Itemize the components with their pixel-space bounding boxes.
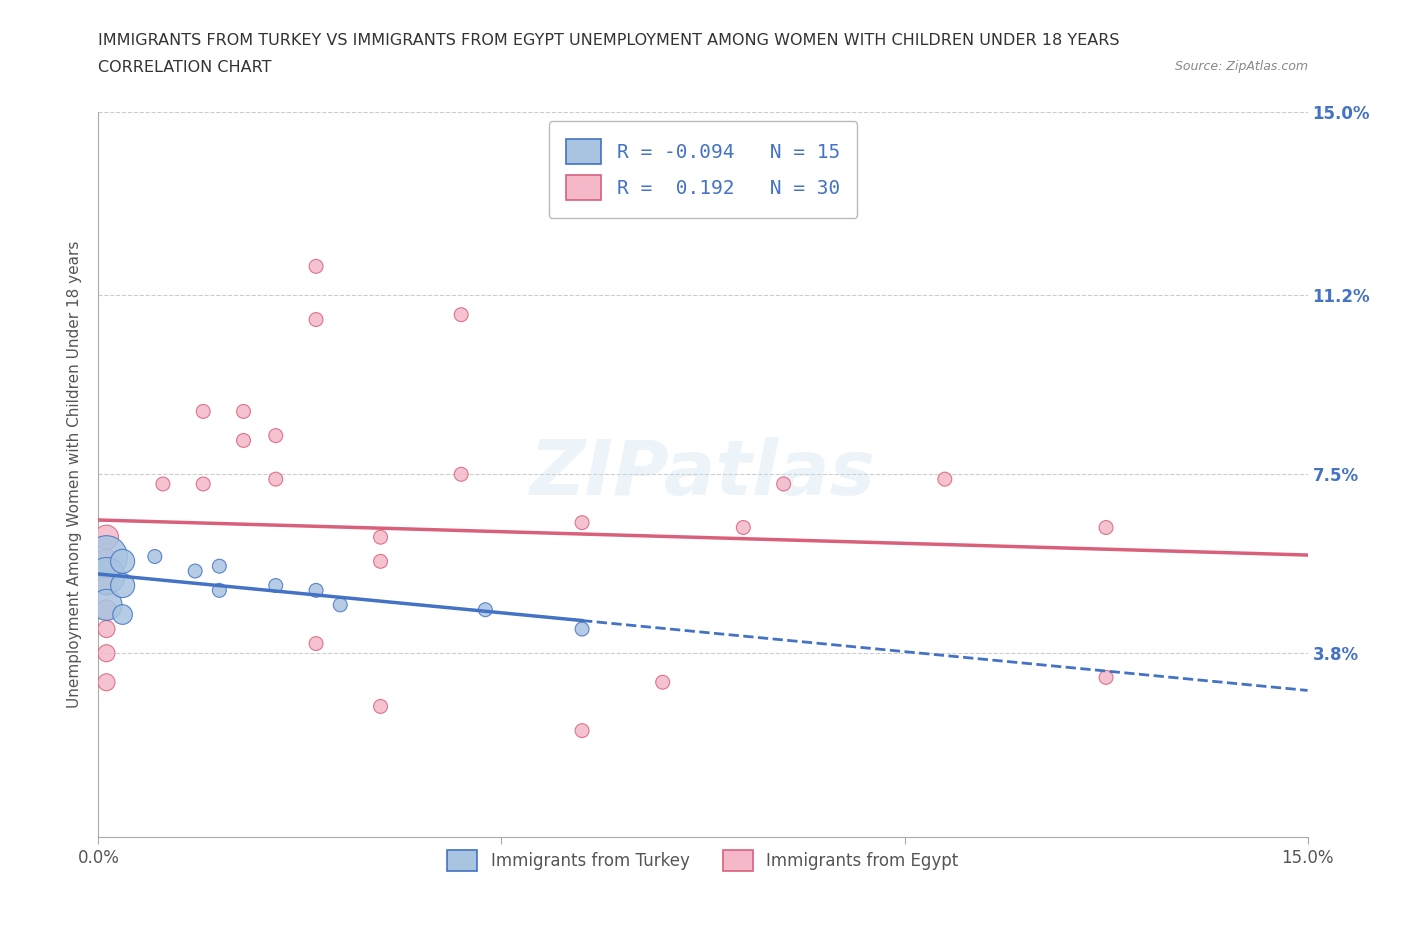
Text: ZIPatlas: ZIPatlas [530,437,876,512]
Point [96,578,118,593]
Point [651,675,673,690]
Point [370,699,392,714]
Point [96,568,118,583]
Legend: Immigrants from Turkey, Immigrants from Egypt: Immigrants from Turkey, Immigrants from … [439,842,967,880]
Point [96,597,118,612]
Point [264,578,287,593]
Point [208,583,231,598]
Point [474,603,496,618]
Text: Source: ZipAtlas.com: Source: ZipAtlas.com [1174,60,1308,73]
Point [733,520,755,535]
Point [96,603,118,618]
Point [772,476,794,491]
Text: IMMIGRANTS FROM TURKEY VS IMMIGRANTS FROM EGYPT UNEMPLOYMENT AMONG WOMEN WITH CH: IMMIGRANTS FROM TURKEY VS IMMIGRANTS FRO… [98,33,1121,47]
Point [264,472,287,486]
Point [934,472,956,486]
Point [96,675,118,690]
Point [305,312,328,327]
Point [264,428,287,443]
Point [571,621,593,636]
Point [96,530,118,545]
Text: CORRELATION CHART: CORRELATION CHART [98,60,271,75]
Point [1095,670,1118,684]
Point [143,549,166,564]
Point [208,559,231,574]
Point [193,476,215,491]
Point [329,597,352,612]
Point [305,259,328,273]
Y-axis label: Unemployment Among Women with Children Under 18 years: Unemployment Among Women with Children U… [67,241,83,708]
Point [96,621,118,636]
Point [305,583,328,598]
Point [370,554,392,569]
Point [184,564,207,578]
Point [571,724,593,738]
Point [111,578,134,593]
Point [193,404,215,418]
Point [111,554,134,569]
Point [571,515,593,530]
Point [96,549,118,564]
Point [1095,520,1118,535]
Point [96,554,118,569]
Point [450,467,472,482]
Point [450,307,472,322]
Point [232,404,254,418]
Point [370,530,392,545]
Point [305,636,328,651]
Point [96,645,118,660]
Point [152,476,174,491]
Point [232,433,254,448]
Point [111,607,134,622]
